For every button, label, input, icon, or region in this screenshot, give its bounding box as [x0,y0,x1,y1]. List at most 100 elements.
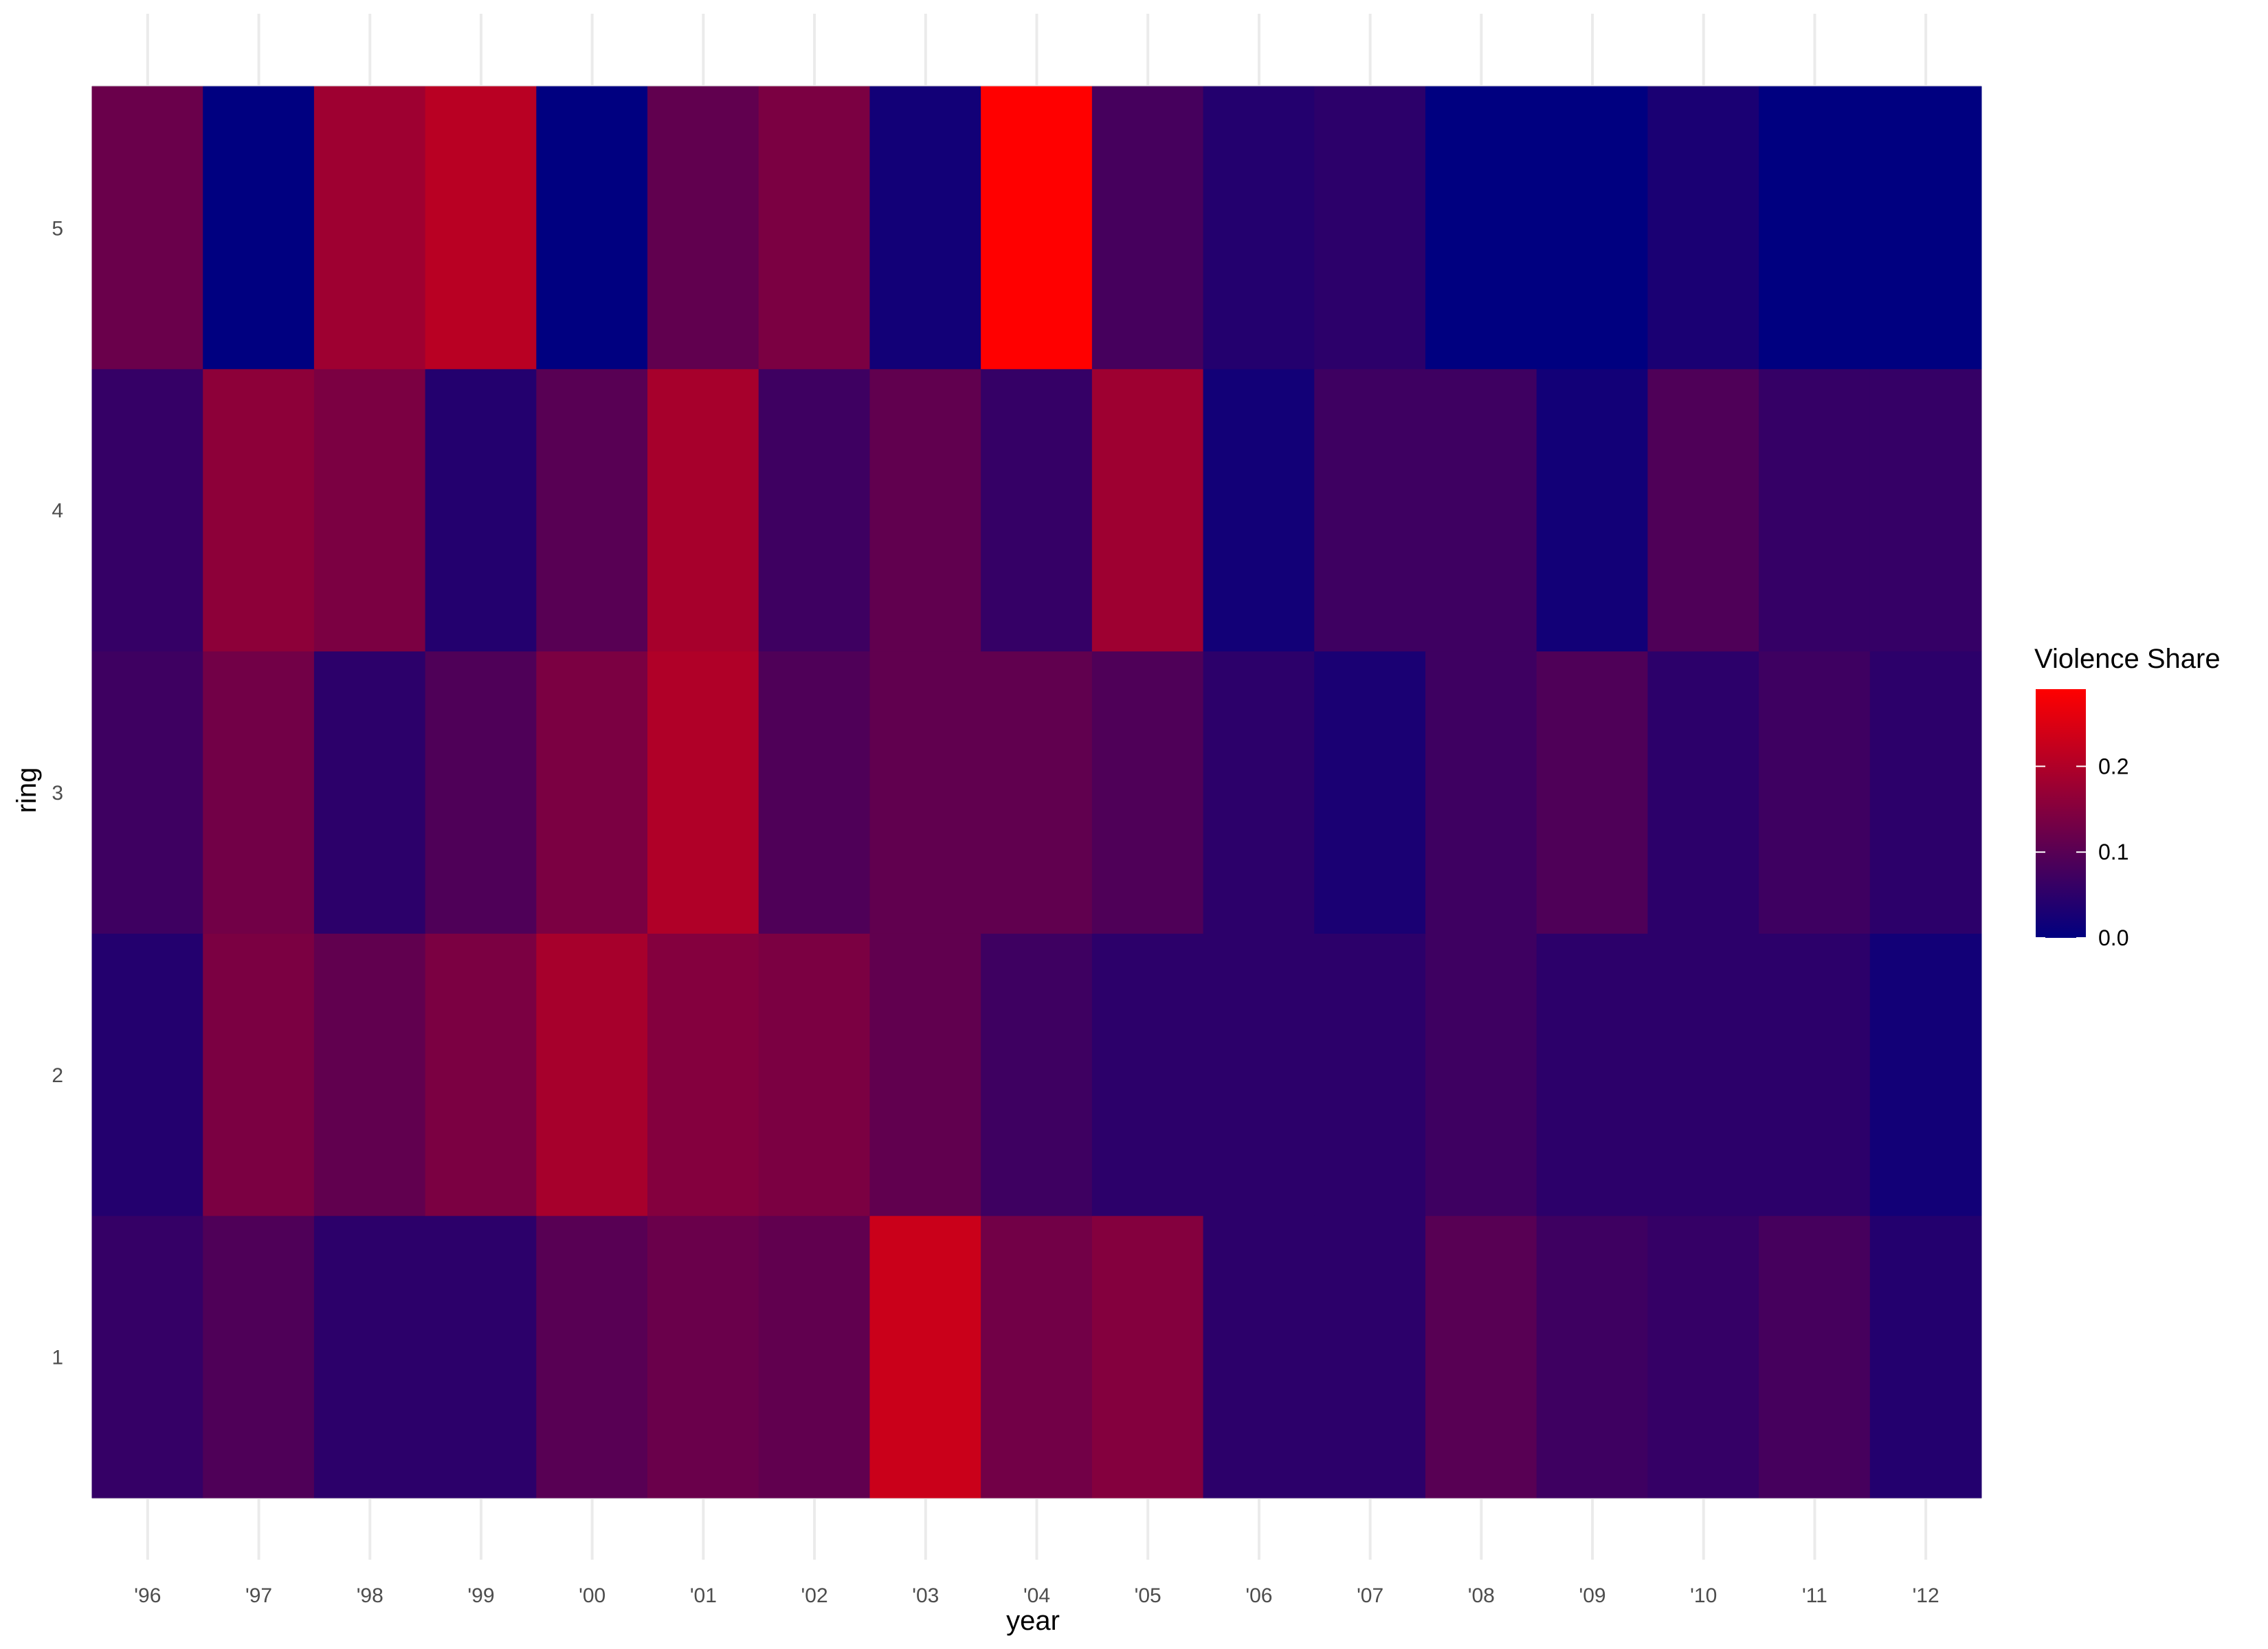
heatmap-cell [536,1215,649,1499]
heatmap-cell [1759,651,1871,934]
heatmap-cell [869,1215,982,1499]
heatmap-cell [1425,932,1537,1216]
heatmap-cell [425,651,537,934]
y-tick-label: 4 [52,500,63,522]
heatmap-cell [758,1215,871,1499]
heatmap-cell [869,932,982,1216]
heatmap-cell [1759,86,1871,370]
x-tick-label: '04 [1023,1584,1050,1607]
y-axis-title: ring [12,767,42,814]
heatmap-cell [1203,932,1315,1216]
heatmap-cell [203,368,315,652]
y-tick-label: 2 [52,1064,63,1087]
heatmap-cell [869,368,982,652]
legend-title: Violence Share [2034,644,2221,674]
heatmap-cell [1314,932,1426,1216]
heatmap-cell [1091,368,1204,652]
heatmap-cell [313,932,426,1216]
x-tick-label: '02 [801,1584,828,1607]
heatmap-cell [1647,1215,1760,1499]
heatmap-cell [981,368,1093,652]
heatmap-cell [536,932,649,1216]
heatmap-cell [1091,651,1204,934]
heatmap-cell [425,86,537,370]
heatmap-cell [425,1215,537,1499]
heatmap-tiles [91,86,1982,1499]
heatmap-cell [1869,368,1982,652]
heatmap-cell [981,651,1093,934]
heatmap-cell [536,368,649,652]
x-tick-label: '98 [357,1584,383,1607]
y-tick-label: 1 [52,1347,63,1369]
heatmap-cell [1314,651,1426,934]
heatmap-cell [91,86,204,370]
heatmap-cell [1314,1215,1426,1499]
heatmap-cell [203,932,315,1216]
heatmap-cell [91,932,204,1216]
x-tick-label: '05 [1135,1584,1161,1607]
heatmap-cell [647,86,759,370]
heatmap-cell [91,651,204,934]
heatmap-cell [1203,1215,1315,1499]
heatmap-cell [981,932,1093,1216]
x-tick-label: '01 [690,1584,717,1607]
heatmap-cell [1759,1215,1871,1499]
heatmap-cell [1203,368,1315,652]
heatmap-cell [1203,86,1315,370]
heatmap-cell [647,651,759,934]
heatmap-cell [758,86,871,370]
legend-ticks: 0.0 0.1 0.2 [2036,754,2128,950]
heatmap-cell [536,651,649,934]
x-tick-label: '07 [1357,1584,1383,1607]
heatmap-cell [1869,1215,1982,1499]
heatmap-cell [1869,651,1982,934]
heatmap-cell [647,932,759,1216]
heatmap-cell [1091,86,1204,370]
heatmap-cell [313,86,426,370]
y-tick-label: 5 [52,217,63,240]
heatmap-cell [869,651,982,934]
heatmap-cell [869,86,982,370]
heatmap-cell [758,651,871,934]
heatmap-cell [1647,932,1760,1216]
heatmap-cell [313,368,426,652]
heatmap-cell [91,1215,204,1499]
x-axis-tick-labels: '96 '97 '98 '99 '00 '01 '02 '03 '04 '05 '06 '07 '08 '… [134,1584,1939,1607]
x-tick-label: '00 [579,1584,605,1607]
y-axis-tick-labels: 1 2 3 4 5 [52,217,63,1369]
heatmap-cell [1425,86,1537,370]
heatmap-cell [425,368,537,652]
x-tick-label: '06 [1245,1584,1272,1607]
heatmap-cell [981,1215,1093,1499]
heatmap-cell [425,932,537,1216]
heatmap-cell [758,368,871,652]
heatmap-cell [91,368,204,652]
heatmap-cell [203,1215,315,1499]
heatmap-cell [758,932,871,1216]
x-tick-label: '99 [467,1584,494,1607]
heatmap-cell [1759,932,1871,1216]
legend-tick-label: 0.1 [2098,840,2128,864]
heatmap-cell [1869,86,1982,370]
heatmap-cell [1647,86,1760,370]
heatmap-cell [1425,1215,1537,1499]
x-axis-title: year [1006,1606,1060,1636]
x-tick-label: '03 [912,1584,939,1607]
heatmap-cell [313,1215,426,1499]
x-tick-label: '11 [1802,1584,1827,1607]
heatmap-cell [1091,1215,1204,1499]
heatmap-cell [1536,368,1649,652]
heatmap-cell [1647,368,1760,652]
heatmap-cell [203,86,315,370]
heatmap-cell [1091,932,1204,1216]
heatmap-cell [1425,651,1537,934]
y-tick-label: 3 [52,782,63,805]
heatmap-cell [1647,651,1760,934]
x-tick-label: '09 [1579,1584,1605,1607]
x-tick-label: '97 [245,1584,272,1607]
legend-tick-label: 0.2 [2098,754,2128,778]
heatmap-cell [1536,86,1649,370]
heatmap-cell [1536,932,1649,1216]
heatmap-cell [1536,651,1649,934]
heatmap-cell [981,86,1093,370]
